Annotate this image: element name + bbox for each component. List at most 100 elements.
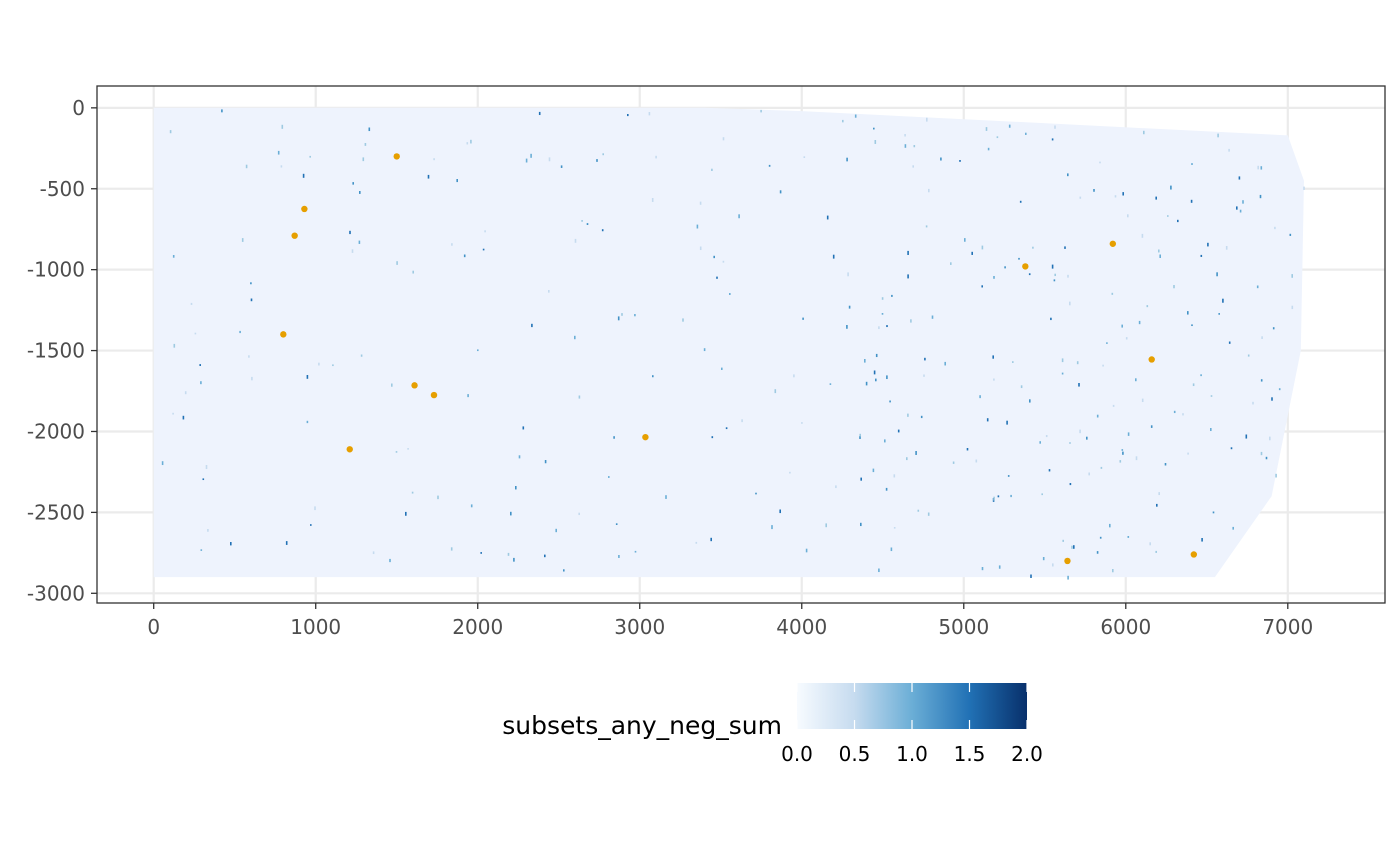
tissue-cell <box>803 156 806 158</box>
tissue-cell <box>470 504 473 508</box>
tissue-cell <box>477 349 479 352</box>
tissue-cell <box>985 127 988 131</box>
tissue-cell <box>915 451 917 455</box>
tissue-cell <box>1119 460 1122 463</box>
tissue-cell <box>1020 385 1023 389</box>
tissue-cell <box>878 326 880 330</box>
tissue-cell <box>1252 401 1254 405</box>
tissue-cell <box>1222 298 1224 303</box>
tissue-cell <box>463 254 466 258</box>
tissue-cell <box>515 486 517 490</box>
tissue-cell <box>1052 563 1054 567</box>
tissue-cell <box>581 220 583 222</box>
tissue-cell <box>362 157 365 162</box>
tissue-cell <box>1192 383 1195 387</box>
tissue-cell <box>884 439 886 443</box>
tissue-cell <box>1127 214 1129 218</box>
tissue-cell <box>1210 395 1213 397</box>
tissue-cell <box>1125 337 1128 340</box>
tissue-cell <box>1051 138 1054 141</box>
data-point <box>1022 263 1029 270</box>
tissue-cell <box>986 418 989 422</box>
data-point <box>642 433 649 441</box>
tissue-cell <box>1045 435 1048 438</box>
tissue-cell <box>979 395 981 399</box>
tissue-cell <box>981 567 984 571</box>
tissue-cell <box>530 153 532 158</box>
tissue-cell <box>1236 206 1238 210</box>
tissue-cell <box>1062 539 1064 542</box>
tissue-cell <box>1278 388 1281 391</box>
tissue-cell <box>966 448 969 451</box>
tissue-cell <box>940 157 942 161</box>
tissue-cell <box>846 325 848 329</box>
tissue-cell <box>1260 451 1263 456</box>
tissue-cell <box>865 381 868 386</box>
tissue-cell <box>318 362 320 366</box>
tissue-cell <box>655 155 657 159</box>
tissue-cell <box>872 468 875 473</box>
data-point <box>393 153 400 160</box>
tissue-cell <box>779 190 782 194</box>
tissue-cell <box>1167 215 1169 217</box>
tissue-cell <box>560 165 563 168</box>
tissue-cell <box>801 422 803 424</box>
tissue-cell <box>1054 273 1056 277</box>
tissue-cell <box>695 541 698 544</box>
tissue-cell <box>608 476 610 478</box>
tissue-cell <box>578 512 580 516</box>
tissue-cell <box>364 143 367 146</box>
tissue-cell <box>760 109 762 113</box>
tissue-cell <box>832 254 835 259</box>
tissue-cell <box>1096 414 1099 418</box>
x-tick-label: 4000 <box>776 615 827 639</box>
tissue-cell <box>1061 358 1064 363</box>
tissue-cell <box>161 461 164 466</box>
tissue-cell <box>904 134 906 137</box>
tissue-cell <box>1122 451 1124 455</box>
tissue-cell <box>682 318 684 322</box>
tissue-cell <box>713 255 715 259</box>
tissue-cell <box>544 460 547 464</box>
tissue-cell <box>906 457 908 461</box>
tissue-cell <box>1135 456 1138 461</box>
tissue-cell <box>1121 324 1123 328</box>
colorbar-tick-label: 0.5 <box>839 742 871 766</box>
tissue-cell <box>1212 511 1215 514</box>
y-tick-label: -1000 <box>27 258 85 282</box>
panel-border <box>96 85 1386 604</box>
tissue-cell <box>351 249 354 253</box>
tissue-cell <box>1155 550 1157 553</box>
tissue-cell <box>891 294 893 297</box>
tissue-cell <box>480 552 482 554</box>
tissue-cell <box>1158 492 1160 496</box>
tissue-cell <box>860 477 862 481</box>
tissue-cell <box>907 274 909 279</box>
tissue-cell <box>250 298 253 302</box>
tissue-cell <box>1008 124 1011 128</box>
tissue-cell <box>1247 354 1250 357</box>
tissue-cell <box>310 524 312 526</box>
tissue-cell <box>1182 413 1184 416</box>
tissue-cell <box>306 420 309 424</box>
tissue-cell <box>1018 257 1020 260</box>
colorbar-ticks: 0.0 0.5 1.0 1.5 2.0 <box>781 683 1043 766</box>
tissue-cell <box>1238 176 1241 180</box>
tissue-cell <box>860 522 862 527</box>
tissue-cell <box>513 557 515 562</box>
tissue-cell <box>563 569 565 572</box>
tissue-cell <box>928 188 930 193</box>
tissue-cell <box>1146 305 1149 308</box>
tissue-cell <box>1274 226 1276 230</box>
tissue-cell <box>779 509 781 514</box>
tissue-cell <box>944 361 946 366</box>
tissue-cell <box>1079 429 1081 434</box>
tissue-cell <box>992 355 994 359</box>
tissue-cell <box>926 117 928 122</box>
tissue-cell <box>1099 536 1102 539</box>
tissue-cell <box>864 359 866 363</box>
tissue-cell <box>1019 200 1022 203</box>
tissue-cell <box>890 547 893 552</box>
tissue-cell <box>470 139 472 144</box>
tissue-cell <box>602 153 604 156</box>
